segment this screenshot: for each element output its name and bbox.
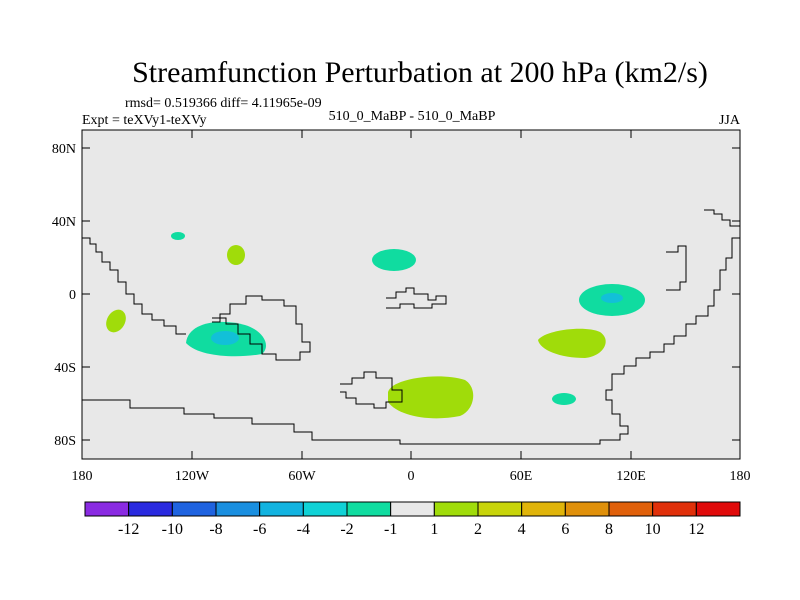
neg-anomaly-south-pacific-core xyxy=(211,331,239,345)
y-tick-0: 0 xyxy=(69,288,76,303)
colorbar-label: -1 xyxy=(384,521,397,538)
colorbar-swatch xyxy=(302,501,348,517)
pos-anomaly-indian-ocean xyxy=(538,328,606,358)
colorbar-swatch xyxy=(346,501,392,517)
colorbar-swatch xyxy=(477,501,523,517)
y-tick-80n: 80N xyxy=(52,142,76,157)
colorbar-label: -2 xyxy=(340,521,353,538)
x-tick-120w: 120W xyxy=(175,469,210,484)
colorbar-swatch xyxy=(521,501,566,517)
x-tick-0: 0 xyxy=(408,469,415,484)
colorbar-swatch xyxy=(564,501,610,517)
colorbar-label: -12 xyxy=(118,521,139,538)
colorbar-label: 10 xyxy=(645,521,661,538)
colorbar-label: 6 xyxy=(561,521,569,538)
x-tick-labels: 180 120W 60W 0 60E 120E 180 xyxy=(72,469,751,484)
experiment-label: Expt = teXVy1-teXVy xyxy=(82,113,207,128)
colorbar-swatch xyxy=(695,501,741,517)
season-label: JJA xyxy=(719,113,741,128)
colorbar-swatch xyxy=(84,501,130,517)
colorbar-swatch xyxy=(608,501,654,517)
coastlines xyxy=(82,209,740,445)
neg-anomaly-indonesia-core xyxy=(601,293,623,303)
colorbar-swatch xyxy=(215,501,261,517)
colorbar-label: -8 xyxy=(209,521,222,538)
colorbar-label: 4 xyxy=(518,521,526,538)
y-tick-80s: 80S xyxy=(54,434,76,449)
colorbar-swatch xyxy=(259,501,304,517)
colorbar-swatch xyxy=(390,501,435,517)
colorbar-swatch xyxy=(433,501,479,517)
figure-title: Streamfunction Perturbation at 200 hPa (… xyxy=(132,56,708,89)
coastline-southern-boundary xyxy=(82,237,740,445)
colorbar-label: 2 xyxy=(474,521,482,538)
colorbar-label: -6 xyxy=(253,521,266,538)
y-tick-labels: 80N 40N 0 40S 80S xyxy=(52,142,76,449)
x-tick-180-west: 180 xyxy=(72,469,93,484)
neg-anomaly-north-atlantic xyxy=(372,249,416,271)
x-tick-120e: 120E xyxy=(616,469,646,484)
pos-anomaly-north-pacific xyxy=(227,245,245,265)
colorbar-label: 1 xyxy=(430,521,438,538)
case-label: 510_0_MaBP - 510_0_MaBP xyxy=(329,109,496,124)
x-tick-60e: 60E xyxy=(510,469,533,484)
y-tick-40s: 40S xyxy=(54,361,76,376)
colorbar-swatch xyxy=(652,501,697,517)
colorbar-label: 12 xyxy=(688,521,704,538)
stats-line: rmsd= 0.519366 diff= 4.11965e-09 xyxy=(125,96,322,111)
x-tick-180-east: 180 xyxy=(730,469,751,484)
coastline-south-america xyxy=(212,295,311,361)
y-tick-marks xyxy=(82,147,740,441)
colorbar: -12 -10 -8 -6 -4 -2 -1 1 2 4 6 8 10 12 xyxy=(84,501,741,538)
coastline-africa-south xyxy=(340,371,403,409)
colorbar-label: -4 xyxy=(297,521,310,538)
map-panel xyxy=(81,129,741,460)
coastline-pacific-island xyxy=(666,245,687,291)
colorbar-swatch xyxy=(171,501,217,517)
x-tick-marks xyxy=(191,130,632,459)
coastline-africa-north xyxy=(386,287,447,309)
perturbation-fills xyxy=(106,232,645,419)
pos-anomaly-west-pacific xyxy=(106,309,126,333)
neg-anomaly-southern-indian xyxy=(552,393,576,405)
y-tick-40n: 40N xyxy=(52,215,76,230)
coastline-north-pacific xyxy=(704,209,740,227)
x-tick-60w: 60W xyxy=(288,469,316,484)
pos-anomaly-south-atlantic xyxy=(388,376,474,419)
neg-anomaly-pacific-north xyxy=(171,232,185,240)
colorbar-label: 8 xyxy=(605,521,613,538)
colorbar-label: -10 xyxy=(162,521,183,538)
coastline-americas-west xyxy=(82,237,186,335)
colorbar-swatch xyxy=(128,501,173,517)
